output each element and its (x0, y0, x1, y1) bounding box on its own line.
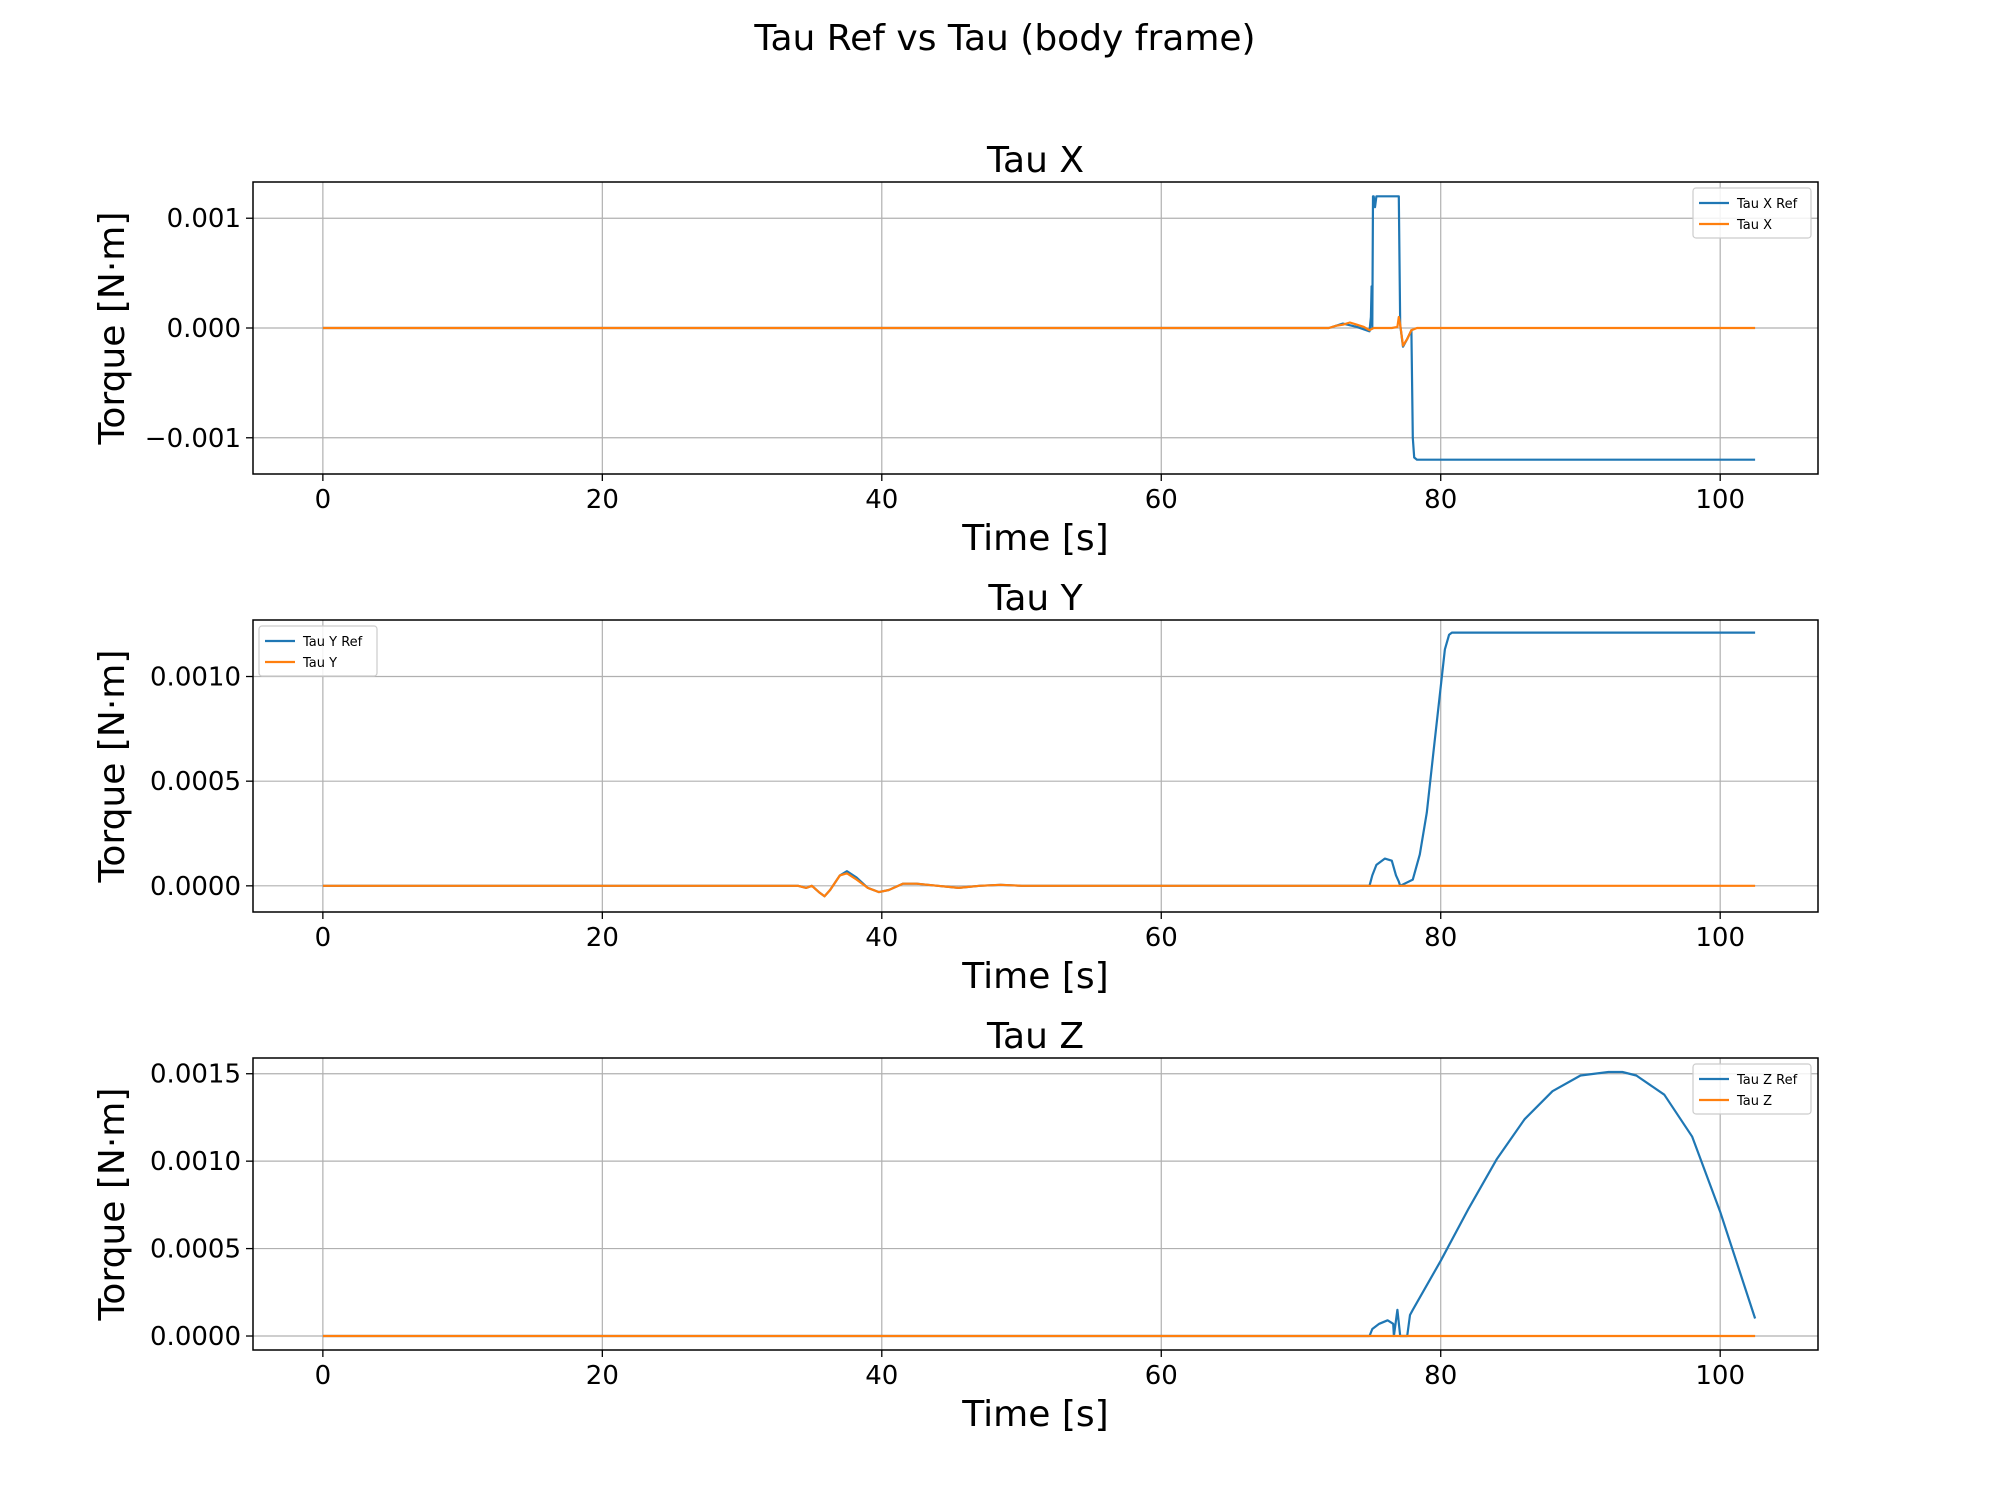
x-tick-label: 80 (1424, 923, 1457, 953)
x-tick-label: 60 (1145, 923, 1178, 953)
series-line-tau-x (322, 315, 1756, 347)
axes-frame (252, 619, 1819, 913)
legend: Tau Y Ref Tau Y (258, 625, 378, 677)
legend-label: Tau X Ref (1736, 197, 1798, 212)
subplot-title: Tau X (986, 140, 1084, 181)
x-tick-label: 20 (586, 1361, 619, 1391)
series-line-tau-y-ref (322, 631, 1756, 898)
x-tick-label: 0 (315, 1361, 332, 1391)
legend-label: Tau X (1736, 218, 1772, 233)
x-tick-label: 80 (1424, 485, 1457, 515)
subplot-tau-x: 0 20 40 60 80 100 −0.001 0.000 0.001 Tau X Time [s… (92, 140, 1819, 559)
x-tick-label: 60 (1145, 1361, 1178, 1391)
subplot-title: Tau Z (986, 1016, 1084, 1057)
x-tick-label: 80 (1424, 1361, 1457, 1391)
legend-box (1692, 187, 1812, 239)
axes-frame (252, 1057, 1819, 1351)
y-axis-label: Torque [N·m] (92, 1088, 133, 1322)
y-tick-label: 0.0000 (150, 1322, 241, 1352)
x-axis-label: Time [s] (961, 956, 1108, 997)
y-tick-label: −0.001 (145, 424, 241, 454)
x-tick-label: 40 (865, 1361, 898, 1391)
y-tick-label: 0.0000 (150, 872, 241, 902)
series-line-tau-y (322, 872, 1756, 898)
x-tick-label: 20 (586, 485, 619, 515)
y-axis-label: Torque [N·m] (92, 650, 133, 884)
x-tick-label: 40 (865, 923, 898, 953)
y-tick-label: 0.0005 (150, 767, 241, 797)
subplot-title: Tau Y (987, 578, 1083, 619)
y-tick-label: 0.0010 (150, 1147, 241, 1177)
legend: Tau X Ref Tau X (1692, 187, 1812, 239)
y-tick-label: 0.000 (167, 314, 241, 344)
x-tick-label: 100 (1695, 485, 1745, 515)
x-tick-label: 100 (1695, 1361, 1745, 1391)
page-title: Tau Ref vs Tau (body frame) (754, 18, 1256, 59)
x-tick-label: 100 (1695, 923, 1745, 953)
y-tick-label: 0.0010 (150, 663, 241, 693)
legend-label: Tau Z Ref (1736, 1073, 1798, 1088)
y-tick-label: 0.0015 (150, 1060, 241, 1090)
legend-label: Tau Y (302, 656, 337, 671)
subplot-tau-z: 0 20 40 60 80 100 0.0000 0.0005 0.0010 0.0015 Tau … (92, 1016, 1819, 1435)
legend-label: Tau Z (1736, 1094, 1772, 1109)
x-tick-label: 20 (586, 923, 619, 953)
x-tick-label: 0 (315, 923, 332, 953)
x-axis-label: Time [s] (961, 1394, 1108, 1435)
subplot-tau-y: 0 20 40 60 80 100 0.0000 0.0005 0.0010 Tau Y Time … (92, 578, 1819, 997)
legend: Tau Z Ref Tau Z (1692, 1063, 1812, 1115)
x-axis-label: Time [s] (961, 518, 1108, 559)
x-tick-label: 0 (315, 485, 332, 515)
x-tick-label: 40 (865, 485, 898, 515)
legend-label: Tau Y Ref (302, 635, 363, 650)
legend-box (258, 625, 378, 677)
y-axis-label: Torque [N·m] (92, 212, 133, 446)
y-tick-label: 0.0005 (150, 1235, 241, 1265)
legend-box (1692, 1063, 1812, 1115)
series-line-tau-z-ref (322, 1070, 1757, 1338)
x-tick-label: 60 (1145, 485, 1178, 515)
y-tick-label: 0.001 (167, 204, 241, 234)
series-line-tau-x-ref (322, 195, 1756, 461)
